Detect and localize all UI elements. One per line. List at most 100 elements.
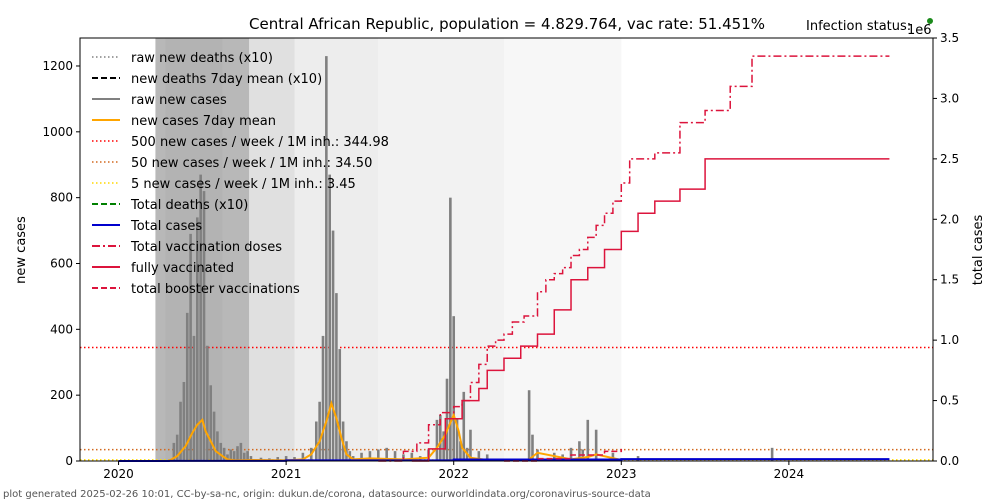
raw-new-cases-bar (206, 345, 209, 461)
y2-tick-label: 2.0 (940, 212, 959, 226)
raw-new-cases-bar (338, 349, 342, 461)
raw-new-cases-bar (335, 293, 338, 461)
raw-new-cases-bar (368, 451, 372, 461)
raw-new-cases-bar (527, 390, 531, 461)
raw-new-cases-bar (222, 447, 226, 461)
raw-new-cases-bar (462, 391, 466, 461)
y2-tick-label: 1.0 (940, 333, 959, 347)
legend-label: Total deaths (x10) (130, 198, 248, 213)
raw-new-cases-bar (179, 401, 182, 461)
chart-title: Central African Republic, population = 4… (249, 15, 765, 33)
raw-new-cases-bar (459, 441, 462, 461)
raw-new-cases-bar (586, 419, 590, 461)
raw-new-cases-bar (410, 452, 414, 461)
raw-new-cases-bar (246, 451, 249, 461)
raw-new-cases-bar (185, 312, 189, 461)
y-axis-label: new cases (14, 216, 29, 284)
y-tick-label: 600 (50, 256, 73, 270)
raw-new-cases-bar (477, 451, 481, 461)
y2-tick-label: 0.5 (940, 394, 959, 408)
plot-frame (79, 37, 934, 462)
raw-new-cases-bar (439, 414, 442, 461)
y-tick-label: 1200 (42, 59, 73, 73)
x-tick-label: 2024 (774, 467, 805, 481)
y2-offset-label: 1e6 (907, 23, 932, 38)
raw-new-cases-bar (314, 421, 318, 461)
raw-new-cases-bar (242, 452, 246, 461)
raw-new-cases-bar (202, 191, 206, 461)
raw-new-cases-bar (578, 441, 581, 461)
raw-new-cases-bar (376, 449, 380, 461)
raw-new-cases-bar (192, 335, 196, 461)
raw-new-cases-bar (209, 385, 213, 461)
legend-label: fully vaccinated (131, 261, 234, 276)
raw-new-cases-bar (393, 451, 397, 461)
legend-label: raw new deaths (x10) (131, 51, 273, 66)
raw-new-cases-bar (226, 454, 229, 461)
legend-label: 5 new cases / week / 1M inh.: 3.45 (131, 177, 356, 192)
raw-new-cases-bar (236, 446, 239, 461)
raw-new-cases-bar (770, 447, 774, 461)
y-tick-label: 1000 (42, 125, 73, 139)
shading-band-2 (249, 38, 295, 461)
y2-axis-label: total cases (971, 215, 986, 286)
raw-new-cases-bar (239, 442, 243, 461)
raw-new-cases-bar (301, 452, 305, 461)
raw-new-cases-bar (455, 418, 459, 461)
raw-new-cases-bar (321, 335, 325, 461)
raw-new-cases-bar (216, 431, 219, 461)
raw-new-cases-bar (219, 442, 223, 461)
raw-new-cases-bar (212, 411, 216, 461)
raw-new-cases-bar (435, 419, 439, 461)
x-tick-label: 2022 (438, 467, 469, 481)
y-tick-label: 400 (50, 322, 73, 336)
raw-new-cases-bar (449, 197, 452, 462)
raw-new-cases-bar (284, 456, 288, 461)
legend-label: new deaths 7day mean (x10) (131, 72, 322, 87)
raw-new-cases-bar (536, 449, 539, 461)
legend-label: Total vaccination doses (130, 240, 282, 255)
legend-label: new cases 7day mean (131, 114, 276, 129)
raw-new-cases-bar (594, 429, 598, 461)
raw-new-cases-bar (229, 449, 233, 461)
raw-new-cases-bar (531, 434, 534, 461)
infection-status-indicator (927, 18, 933, 24)
raw-new-cases-bar (325, 56, 328, 462)
raw-new-cases-bar (485, 454, 489, 461)
shading-band-4 (378, 38, 504, 461)
raw-new-cases-bar (172, 442, 176, 461)
legend-label: raw new cases (131, 93, 227, 108)
x-tick-label: 2020 (103, 467, 134, 481)
raw-new-cases-bar (328, 174, 331, 461)
y2-tick-label: 3.0 (940, 91, 959, 105)
y2-tick-label: 3.5 (940, 31, 959, 45)
legend-label: 500 new cases / week / 1M inh.: 344.98 (131, 135, 389, 150)
raw-new-cases-bar (189, 233, 192, 461)
legend-label: total booster vaccinations (131, 282, 300, 297)
raw-new-cases-bar (232, 451, 236, 461)
raw-new-cases-bar (196, 217, 199, 461)
legend-label: 50 new cases / week / 1M inh.: 34.50 (131, 156, 372, 171)
footer-text: plot generated 2025-02-26 10:01, CC-by-s… (3, 489, 651, 500)
total-vaccination-doses-line (378, 55, 890, 462)
infection-status-label: Infection status: (806, 19, 911, 34)
legend: raw new deaths (x10) new deaths 7day mean… (92, 51, 389, 297)
y2-tick-label: 2.5 (940, 152, 959, 166)
x-tick-label: 2021 (271, 467, 302, 481)
raw-new-cases-bar (318, 401, 321, 461)
raw-new-cases-bar (452, 316, 456, 461)
y2-tick-label: 1.5 (940, 273, 959, 287)
y2-tick-label: 0.0 (940, 454, 959, 468)
raw-new-cases-bar (469, 429, 472, 461)
x-tick-label: 2023 (606, 467, 637, 481)
raw-new-cases-bar (182, 381, 186, 461)
legend-label: Total cases (130, 219, 202, 234)
total-booster-line (503, 448, 623, 462)
raw-new-cases-bar (249, 456, 253, 461)
raw-new-cases-bar (442, 431, 445, 461)
y-tick-label: 800 (50, 191, 73, 205)
plot-area: 2020 2021 2022 2023 2024 0 200 400 600 800 1000 120… (42, 31, 959, 481)
raw-new-cases-bar (611, 452, 615, 461)
raw-new-cases-bar (360, 452, 363, 461)
